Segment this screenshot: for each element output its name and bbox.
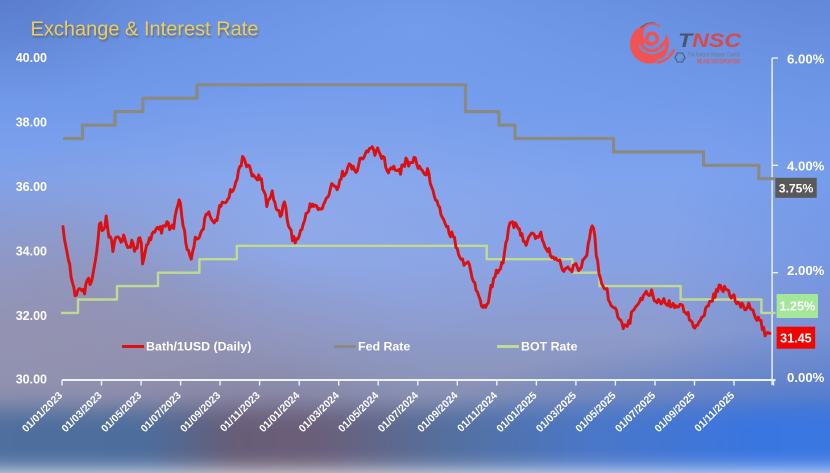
svg-text:01/03/2025: 01/03/2025 xyxy=(534,390,579,435)
svg-text:01/11/2025: 01/11/2025 xyxy=(693,390,737,434)
svg-text:01/07/2024: 01/07/2024 xyxy=(376,390,421,435)
svg-text:BOT Rate: BOT Rate xyxy=(521,340,578,354)
svg-text:01/01/2023: 01/01/2023 xyxy=(21,390,66,435)
svg-text:01/05/2024: 01/05/2024 xyxy=(337,390,382,435)
svg-text:32.00: 32.00 xyxy=(16,309,47,323)
svg-text:4.00%: 4.00% xyxy=(787,159,825,174)
svg-text:Thai National Shippers' Counci: Thai National Shippers' Council xyxy=(688,53,740,59)
svg-text:01/09/2024: 01/09/2024 xyxy=(416,390,461,435)
svg-text:01/03/2023: 01/03/2023 xyxy=(60,390,105,435)
svg-text:Exchange & Interest Rate: Exchange & Interest Rate xyxy=(31,18,259,41)
svg-text:3.75%: 3.75% xyxy=(779,181,814,195)
svg-text:0.00%: 0.00% xyxy=(787,370,825,385)
svg-text:2.00%: 2.00% xyxy=(787,263,825,278)
svg-text:01/05/2025: 01/05/2025 xyxy=(574,390,619,435)
svg-text:01/07/2025: 01/07/2025 xyxy=(614,390,659,435)
svg-text:01/11/2023: 01/11/2023 xyxy=(219,390,263,434)
svg-text:30.00: 30.00 xyxy=(16,373,47,387)
svg-text:→: → xyxy=(677,55,684,62)
svg-text:01/01/2024: 01/01/2024 xyxy=(258,390,303,435)
svg-text:01/07/2023: 01/07/2023 xyxy=(139,390,184,435)
svg-text:01/01/2025: 01/01/2025 xyxy=(495,390,540,435)
svg-text:Fed Rate: Fed Rate xyxy=(358,340,410,354)
svg-text:WE ARE THAI EXPORTERS: WE ARE THAI EXPORTERS xyxy=(697,59,740,65)
svg-text:40.00: 40.00 xyxy=(16,51,47,65)
svg-text:1.25%: 1.25% xyxy=(779,300,815,314)
svg-text:38.00: 38.00 xyxy=(16,116,47,130)
svg-text:01/03/2024: 01/03/2024 xyxy=(297,390,342,435)
svg-text:01/09/2025: 01/09/2025 xyxy=(653,390,698,435)
svg-text:01/11/2024: 01/11/2024 xyxy=(456,390,500,434)
svg-text:Bath/1USD (Daily): Bath/1USD (Daily) xyxy=(146,340,251,354)
svg-text:31.45: 31.45 xyxy=(780,332,812,346)
svg-text:01/05/2023: 01/05/2023 xyxy=(100,390,145,435)
svg-text:36.00: 36.00 xyxy=(16,180,47,194)
svg-text:6.00%: 6.00% xyxy=(787,52,825,67)
svg-text:01/09/2023: 01/09/2023 xyxy=(179,390,224,435)
svg-text:34.00: 34.00 xyxy=(16,244,47,258)
